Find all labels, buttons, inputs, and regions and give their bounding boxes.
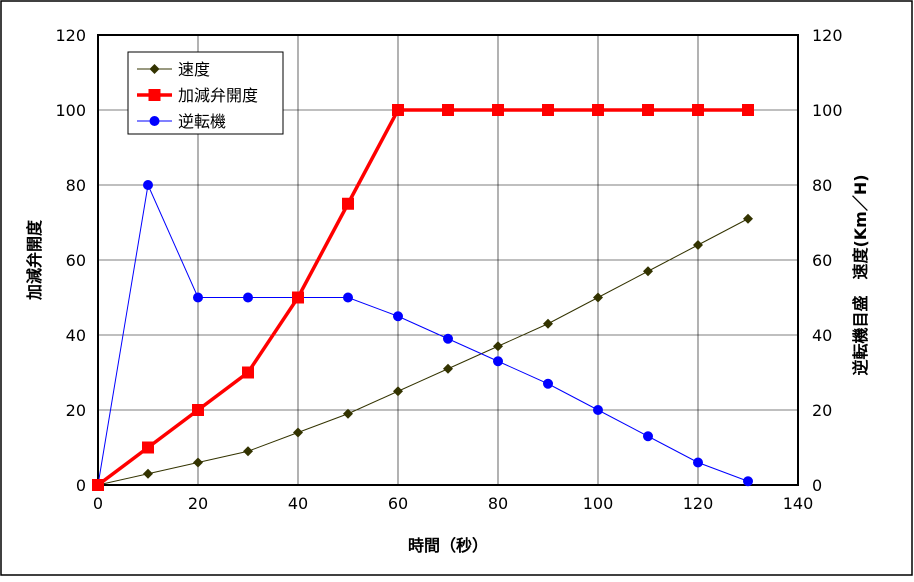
data-point-square xyxy=(592,104,604,116)
x-tick-label: 40 xyxy=(288,494,308,513)
data-point-square xyxy=(442,104,454,116)
y-left-tick-label: 100 xyxy=(55,101,86,120)
y-right-tick-label: 40 xyxy=(812,326,832,345)
x-tick-label: 0 xyxy=(93,494,103,513)
data-point-circle xyxy=(693,457,703,468)
legend-marker xyxy=(149,64,160,74)
data-point-diamond xyxy=(393,386,403,397)
data-point-square xyxy=(642,104,654,116)
series-line-circle xyxy=(97,183,749,486)
y-right-tick-label: 20 xyxy=(812,401,832,420)
x-tick-label: 20 xyxy=(188,494,208,513)
data-point-circle xyxy=(643,431,653,442)
data-point-circle xyxy=(143,180,153,190)
legend-label: 逆転機 xyxy=(178,112,226,131)
y-left-tick-label: 40 xyxy=(66,326,86,345)
x-tick-label: 100 xyxy=(583,494,614,513)
data-point-diamond xyxy=(743,213,753,224)
x-tick-label: 140 xyxy=(783,494,814,513)
data-point-diamond xyxy=(543,318,553,329)
data-point-circle xyxy=(593,405,603,415)
data-point-square xyxy=(192,404,204,416)
data-point-diamond xyxy=(343,408,353,419)
y-right-tick-label: 80 xyxy=(812,176,832,195)
legend-marker xyxy=(148,89,161,101)
legend-marker xyxy=(149,116,160,126)
y-left-tick-label: 0 xyxy=(76,476,86,495)
legend-label: 加減弁開度 xyxy=(178,86,258,105)
data-point-diamond xyxy=(243,446,253,457)
data-point-circle xyxy=(743,476,753,487)
data-point-square xyxy=(692,104,704,116)
legend-label: 速度 xyxy=(178,60,210,79)
data-point-square xyxy=(292,291,304,304)
data-point-circle xyxy=(193,292,203,303)
series-layer xyxy=(92,104,754,491)
data-point-diamond xyxy=(643,266,653,277)
data-point-square xyxy=(342,197,354,210)
plot-area-border xyxy=(97,34,799,486)
data-point-circle xyxy=(493,356,503,367)
y-left-tick-label: 120 xyxy=(55,26,86,45)
y-left-tick-label: 20 xyxy=(66,401,86,420)
data-point-square xyxy=(542,104,554,116)
data-point-diamond xyxy=(693,240,703,250)
data-point-square xyxy=(92,479,104,491)
data-point-diamond xyxy=(443,363,453,374)
data-point-square xyxy=(242,366,254,379)
data-point-circle xyxy=(443,333,453,344)
series-line-square xyxy=(96,108,748,487)
data-point-circle xyxy=(393,311,403,322)
data-point-square xyxy=(392,104,404,116)
data-point-circle xyxy=(343,292,353,303)
x-tick-label: 80 xyxy=(488,494,508,513)
data-point-diamond xyxy=(143,468,153,479)
right-axis-title: 逆転機目盛 速度(Km／H) xyxy=(851,174,870,375)
left-axis-title: 加減弁開度 xyxy=(25,219,44,301)
data-point-diamond xyxy=(293,427,303,438)
series-line-diamond xyxy=(97,218,749,486)
y-left-tick-label: 60 xyxy=(66,251,86,270)
y-right-tick-label: 60 xyxy=(812,251,832,270)
data-point-square xyxy=(742,104,754,116)
data-point-circle xyxy=(543,378,553,389)
x-axis-title: 時間（秒） xyxy=(408,536,488,555)
data-point-square xyxy=(492,104,504,116)
data-point-circle xyxy=(243,292,253,303)
y-right-tick-label: 100 xyxy=(812,101,843,120)
x-tick-label: 60 xyxy=(388,494,408,513)
y-left-tick-label: 80 xyxy=(66,176,86,195)
data-point-diamond xyxy=(493,341,503,352)
x-tick-label: 120 xyxy=(683,494,714,513)
data-point-diamond xyxy=(193,457,203,468)
data-point-diamond xyxy=(593,292,603,303)
y-right-tick-label: 120 xyxy=(812,26,843,45)
data-point-square xyxy=(142,441,154,454)
y-right-tick-label: 0 xyxy=(812,476,822,495)
